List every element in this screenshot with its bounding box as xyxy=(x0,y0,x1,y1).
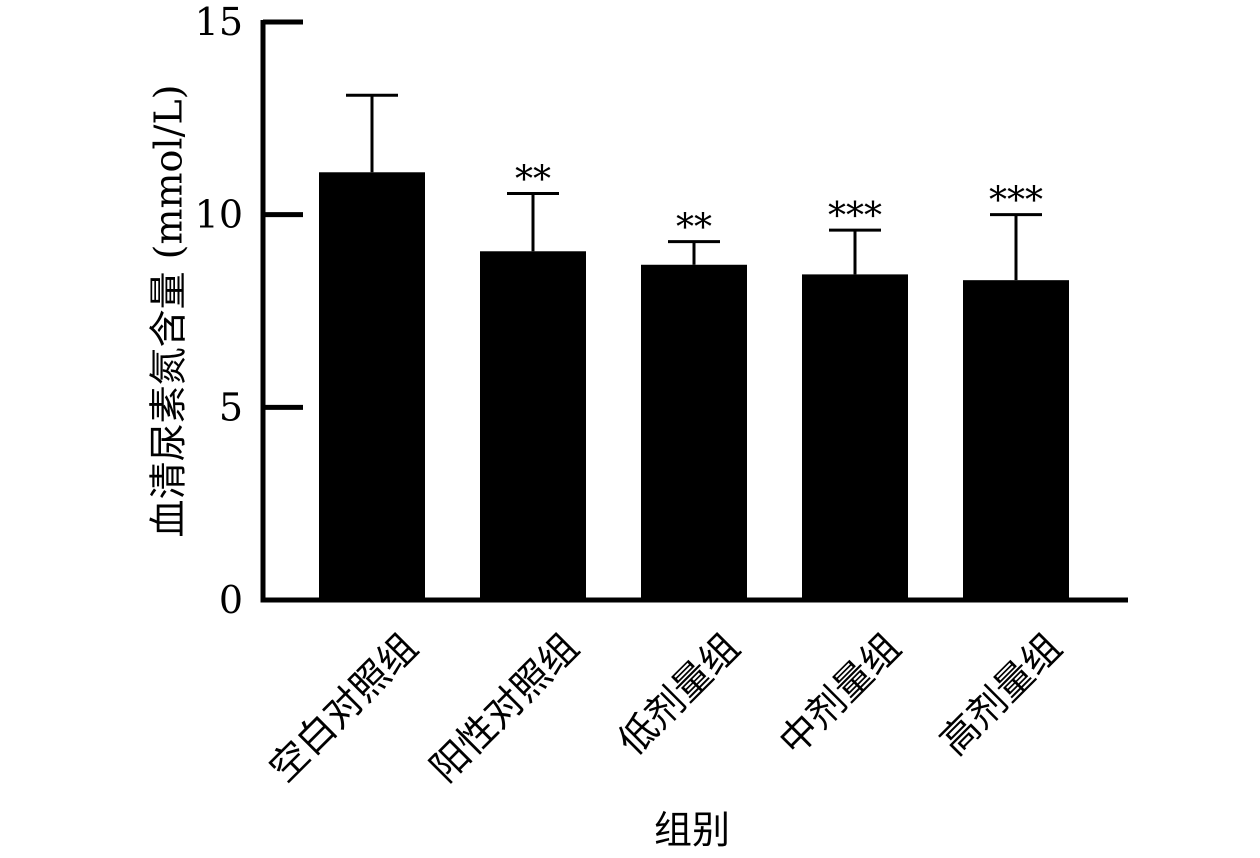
bar xyxy=(963,280,1069,600)
y-axis-title: 血清尿素氮含量 (mmol/L) xyxy=(147,85,191,538)
x-category-label: 中剂量组 xyxy=(771,625,910,764)
bar xyxy=(319,172,425,600)
significance-label: ** xyxy=(515,159,551,200)
bar xyxy=(802,274,908,600)
bar xyxy=(641,264,747,600)
y-tick-label: 15 xyxy=(195,0,243,44)
x-category-label: 高剂量组 xyxy=(932,625,1071,764)
y-tick-label: 0 xyxy=(219,578,243,622)
y-tick-label: 10 xyxy=(195,193,243,237)
x-category-label: 空白对照组 xyxy=(261,625,426,790)
x-category-label: 低剂量组 xyxy=(610,625,749,764)
axes-group xyxy=(260,20,1128,603)
significance-labels-group: **** *** *** xyxy=(515,159,1043,248)
x-category-label: 阳性对照组 xyxy=(422,625,587,790)
significance-label: *** xyxy=(828,196,882,237)
bar xyxy=(480,251,586,601)
x-axis-title: 组别 xyxy=(654,808,730,852)
significance-label: *** xyxy=(989,181,1043,222)
bars-group xyxy=(319,172,1069,601)
significance-label: ** xyxy=(676,208,712,249)
y-tick-label: 5 xyxy=(219,385,243,429)
error-bars-group xyxy=(346,93,1042,281)
y-ticks-group: 0 5 10 15 xyxy=(195,0,303,622)
